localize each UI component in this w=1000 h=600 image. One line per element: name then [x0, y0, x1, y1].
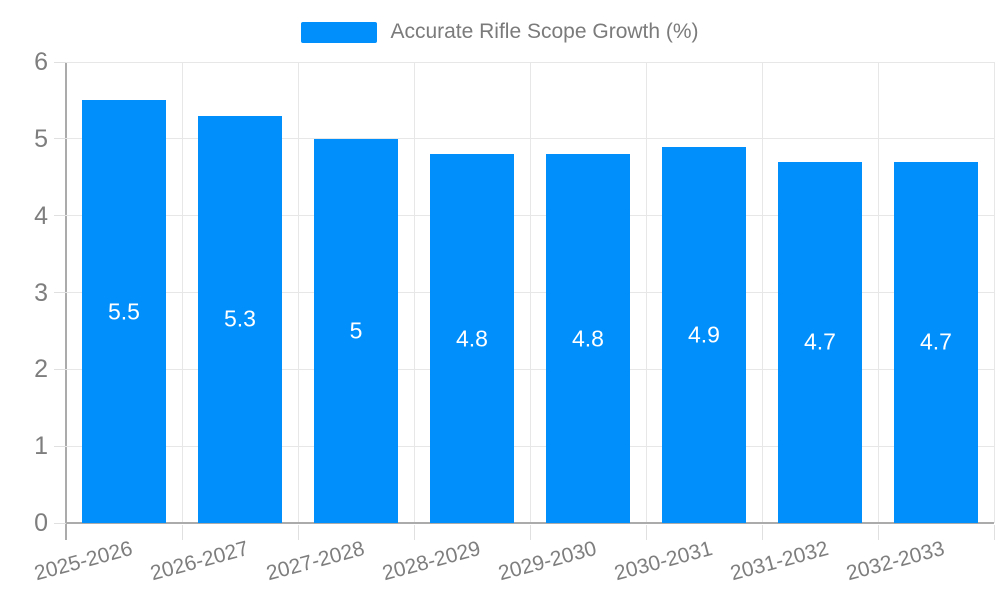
legend-label: Accurate Rifle Scope Growth (%) — [390, 20, 699, 43]
y-axis-tick — [54, 138, 66, 140]
bar[interactable]: 4.7 — [894, 161, 978, 523]
x-axis-tick — [297, 525, 299, 540]
y-axis-tick-label: 2 — [34, 355, 48, 384]
bar-value-label: 4.7 — [804, 328, 836, 355]
y-axis-tick — [54, 445, 66, 447]
bar-value-label: 4.9 — [688, 321, 720, 348]
x-axis-tick — [413, 525, 415, 540]
y-axis-tick-label: 0 — [34, 509, 48, 537]
y-axis-tick-label: 3 — [34, 278, 48, 307]
gridline-v — [993, 62, 995, 523]
gridline-v — [877, 62, 879, 523]
x-axis-tick — [877, 525, 879, 540]
bar-value-label: 5 — [349, 317, 363, 344]
y-axis-tick — [54, 61, 66, 63]
bar-value-label: 5.3 — [224, 305, 256, 332]
x-axis-tick — [993, 525, 995, 540]
bar[interactable]: 4.8 — [430, 154, 514, 523]
x-axis-line — [66, 522, 994, 524]
gridline-v — [761, 62, 763, 523]
x-axis-tick — [181, 525, 183, 540]
y-axis-tick-label: 1 — [34, 432, 48, 461]
y-axis-tick — [54, 292, 66, 293]
y-axis-line — [65, 62, 67, 540]
bar[interactable]: 5 — [314, 138, 398, 523]
y-axis-tick-label: 4 — [34, 201, 48, 230]
y-axis-tick-label: 5 — [34, 124, 48, 153]
bar[interactable]: 4.7 — [778, 161, 862, 523]
bar-value-label: 4.8 — [456, 325, 488, 352]
y-axis-tick-label: 6 — [34, 48, 48, 76]
gridline-v — [645, 62, 647, 523]
bar-value-label: 4.8 — [572, 325, 604, 352]
legend-swatch[interactable] — [301, 21, 378, 43]
gridline-v — [529, 62, 531, 523]
bar[interactable]: 5.5 — [82, 100, 166, 523]
bar-value-label: 4.7 — [920, 328, 952, 355]
bar-value-label: 5.5 — [108, 298, 140, 325]
x-axis-tick — [645, 525, 647, 540]
bar[interactable]: 5.3 — [198, 115, 282, 523]
legend[interactable]: Accurate Rifle Scope Growth (%) — [0, 20, 1000, 44]
bar[interactable]: 4.8 — [546, 154, 630, 523]
x-axis-tick — [529, 525, 531, 540]
x-axis-tick — [761, 525, 763, 540]
y-axis-tick — [54, 215, 66, 217]
gridline-v — [297, 62, 299, 523]
plot-area — [66, 61, 995, 523]
y-axis-tick — [54, 368, 66, 370]
gridline-v — [413, 62, 415, 523]
y-axis-tick — [54, 522, 66, 524]
gridline-v — [181, 62, 183, 523]
bar[interactable]: 4.9 — [662, 146, 746, 523]
